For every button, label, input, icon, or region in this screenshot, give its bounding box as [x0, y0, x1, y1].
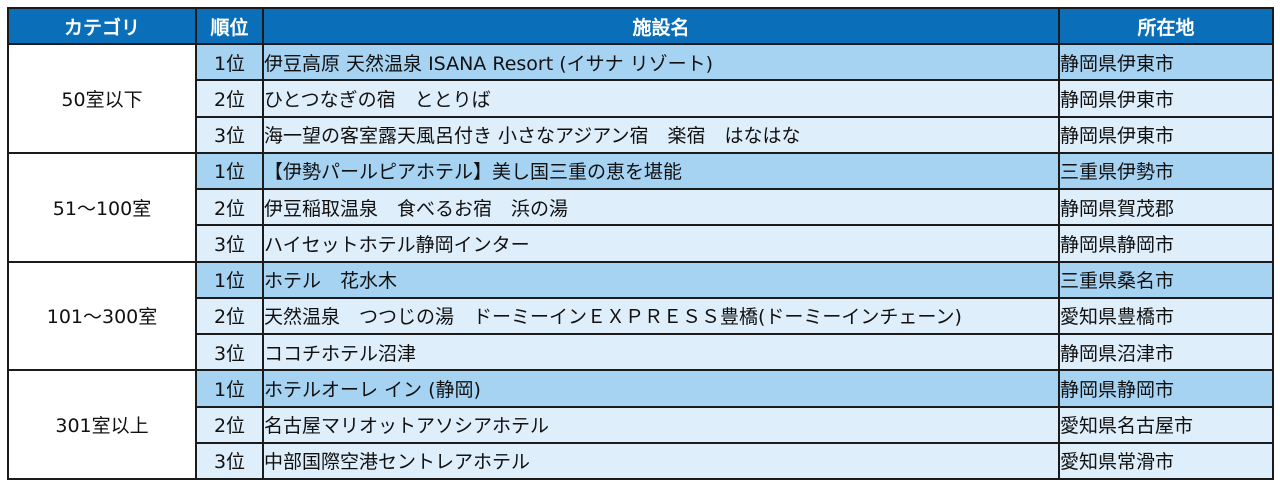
rank-cell: 1位	[195, 260, 264, 299]
facility-name-cell: ひとつなぎの宿 ととりば	[262, 79, 1060, 118]
header-rank: 順位	[195, 7, 264, 45]
facility-name-cell: 名古屋マリオットアソシアホテル	[262, 405, 1060, 444]
location-cell: 三重県伊勢市	[1058, 151, 1274, 191]
table-row: 2位 伊豆稲取温泉 食べるお宿 浜の湯 静岡県賀茂郡	[8, 187, 1274, 227]
facility-name-cell: 天然温泉 つつじの湯 ドーミーインＥＸＰＲＥＳＳ豊橋(ドーミーインチェーン)	[262, 296, 1060, 336]
facility-name-cell: ホテル 花水木	[262, 260, 1060, 299]
location-cell: 静岡県沼津市	[1058, 332, 1274, 372]
category-cell: 301室以上	[7, 369, 197, 480]
location-cell: 静岡県伊東市	[1058, 79, 1274, 118]
rank-cell: 2位	[195, 79, 264, 118]
table-row: 50室以下 1位 伊豆高原 天然温泉 ISANA Resort (イサナ リゾー…	[7, 42, 1274, 154]
rank-cell: 2位	[195, 405, 264, 444]
table-row: 3位 中部国際空港セントレアホテル 愛知県常滑市	[8, 441, 1274, 481]
table-row: 3位 ココチホテル沼津 静岡県沼津市	[8, 332, 1274, 372]
location-cell: 静岡県静岡市	[1058, 369, 1274, 408]
facility-name-cell: 伊豆稲取温泉 食べるお宿 浜の湯	[262, 187, 1060, 227]
table-row: 2位 天然温泉 つつじの湯 ドーミーインＥＸＰＲＥＳＳ豊橋(ドーミーインチェーン…	[8, 296, 1274, 336]
rank-cell: 3位	[195, 115, 264, 154]
rank-cell: 1位	[195, 42, 264, 82]
header-facility: 施設名	[262, 7, 1060, 45]
table-row: 3位 ハイセットホテル静岡インター 静岡県静岡市	[8, 224, 1274, 263]
table-row: 301室以上 1位 ホテルオーレ イン (静岡) 静岡県静岡市	[7, 369, 1274, 480]
header-location: 所在地	[1058, 7, 1274, 45]
facility-name-cell: ココチホテル沼津	[262, 332, 1060, 372]
facility-name-cell: 中部国際空港セントレアホテル	[262, 441, 1060, 481]
facility-name-cell: ハイセットホテル静岡インター	[262, 224, 1060, 263]
rank-cell: 3位	[195, 224, 264, 263]
table-row: 2位 名古屋マリオットアソシアホテル 愛知県名古屋市	[8, 405, 1274, 444]
table-row: 51～100室 1位 【伊勢パールピアホテル】美し国三重の恵を堪能 三重県伊勢市	[7, 151, 1274, 263]
rank-cell: 2位	[195, 187, 264, 227]
location-cell: 静岡県伊東市	[1058, 115, 1274, 154]
table-row: 101～300室 1位 ホテル 花水木 三重県桑名市	[7, 260, 1274, 372]
location-cell: 静岡県賀茂郡	[1058, 187, 1274, 227]
location-cell: 愛知県名古屋市	[1058, 405, 1274, 444]
rank-cell: 3位	[195, 441, 264, 481]
header-row: カテゴリ 順位 施設名 所在地	[7, 7, 1274, 45]
facility-name-cell: ホテルオーレ イン (静岡)	[262, 369, 1060, 408]
rank-cell: 2位	[195, 296, 264, 336]
rank-cell: 3位	[195, 332, 264, 372]
table-row: 2位 ひとつなぎの宿 ととりば 静岡県伊東市	[8, 79, 1274, 118]
facility-name-cell: 海一望の客室露天風呂付き 小さなアジアン宿 楽宿 はなはな	[262, 115, 1060, 154]
table-row: 3位 海一望の客室露天風呂付き 小さなアジアン宿 楽宿 はなはな 静岡県伊東市	[8, 115, 1274, 154]
header-category: カテゴリ	[7, 7, 197, 45]
location-cell: 愛知県常滑市	[1058, 441, 1274, 481]
category-cell: 50室以下	[7, 43, 197, 154]
location-cell: 三重県桑名市	[1058, 260, 1274, 299]
category-cell: 51～100室	[7, 151, 197, 263]
location-cell: 静岡県伊東市	[1058, 42, 1274, 82]
location-cell: 静岡県静岡市	[1058, 224, 1274, 263]
ranking-table: カテゴリ 順位 施設名 所在地 50室以下 1位 伊豆高原 天然温泉 ISANA…	[7, 7, 1274, 481]
rank-cell: 1位	[195, 151, 264, 191]
location-cell: 愛知県豊橋市	[1058, 296, 1274, 336]
facility-name-cell: 伊豆高原 天然温泉 ISANA Resort (イサナ リゾート)	[262, 42, 1060, 82]
facility-name-cell: 【伊勢パールピアホテル】美し国三重の恵を堪能	[262, 151, 1060, 191]
category-cell: 101～300室	[7, 260, 197, 372]
rank-cell: 1位	[195, 369, 264, 408]
